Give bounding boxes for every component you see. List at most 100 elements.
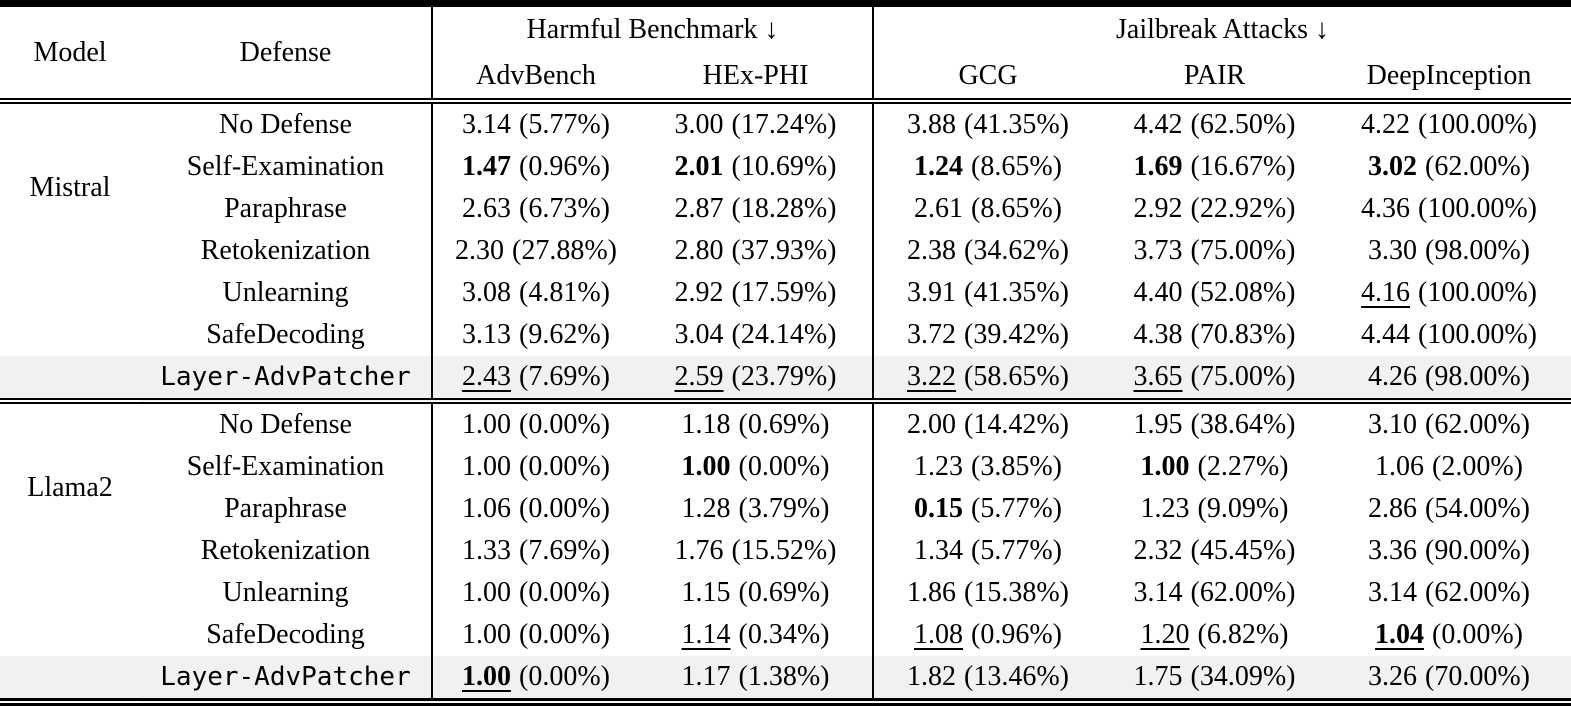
score-percent: (0.34%) [738,619,830,650]
metric-cell: 2.87 (18.28%) [639,188,873,230]
score-value: 3.13 [462,319,511,350]
score-value: 1.23 [1140,493,1190,524]
metric-cell: 2.92 (22.92%) [1102,188,1327,230]
score-percent: (0.00%) [738,451,830,482]
metric-cell: 1.34 (5.77%) [872,530,1103,572]
defense-name: No Defense [219,409,352,440]
score-value: 2.30 [455,235,504,266]
score-percent: (4.81%) [519,277,610,308]
metric-cell: 3.72 (39.42%) [872,314,1103,356]
defense-name: Layer-AdvPatcher [140,356,432,404]
score-value: 3.14 [462,109,511,140]
score-value: 4.38 [1133,319,1183,350]
score-value: 4.42 [1133,109,1183,140]
score-value: 3.22 [907,361,957,392]
metric-cell: 3.88 (41.35%) [872,101,1103,146]
score-percent: (7.69%) [519,361,610,392]
metric-cell: 2.43 (7.69%) [431,356,639,404]
metric-cell: 1.15 (0.69%) [639,572,873,614]
table-row: Self-Examination 1.00 (0.00%) 1.00 (0.00%) 1.… [0,446,1571,488]
score-percent: (75.00%) [1190,361,1296,392]
score-value: 1.15 [681,577,731,608]
score-percent: (54.00%) [1425,493,1531,524]
score-value: 1.18 [681,409,731,440]
score-value: 1.95 [1133,409,1183,440]
score-percent: (13.46%) [964,661,1069,692]
metric-cell: 3.36 (90.00%) [1327,530,1571,572]
score-value: 2.01 [674,151,724,182]
score-percent: (62.00%) [1425,577,1531,608]
table-header: Model Defense Harmful Benchmark ↓ Jailbr… [0,3,1571,104]
score-value: 1.17 [681,661,731,692]
metric-cell: 1.69 (16.67%) [1102,146,1327,188]
table-row: Mistral No Defense 3.14 (5.77%) 3.00 (17.24%)… [0,101,1571,404]
score-value: 1.69 [1133,151,1183,182]
table-row: Unlearning 1.00 (0.00%) 1.15 (0.69%) 1.86 (15.… [0,572,1571,614]
defense-name: SafeDecoding [206,319,365,350]
score-value: 1.28 [681,493,731,524]
defense-name: SafeDecoding [206,619,365,650]
score-percent: (7.69%) [519,535,610,566]
score-value: 2.43 [462,361,511,392]
score-value: 3.65 [1133,361,1183,392]
score-percent: (62.50%) [1190,109,1296,140]
header-group-row: Model Defense Harmful Benchmark ↓ Jailbr… [0,3,1571,104]
score-percent: (70.83%) [1190,319,1296,350]
metric-cell: 1.00 (0.00%) [431,656,639,702]
model-label-cell: Mistral [0,101,140,404]
score-value: 1.00 [681,451,731,482]
score-percent: (5.77%) [971,493,1062,524]
score-value: 2.80 [674,235,724,266]
defense-name: Unlearning [222,577,349,608]
score-value: 2.92 [674,277,724,308]
score-percent: (0.00%) [519,661,610,692]
metric-cell: 3.08 (4.81%) [431,272,639,314]
defense-name: Retokenization [200,535,371,566]
score-percent: (100.00%) [1418,319,1538,350]
score-percent: (0.00%) [1432,619,1524,650]
score-value: 4.40 [1133,277,1183,308]
score-value: 2.63 [462,193,511,224]
header-col-gcg: GCG [872,53,1103,104]
score-value: 3.88 [907,109,957,140]
score-percent: (9.09%) [1197,493,1289,524]
header-group-harmful-benchmark: Harmful Benchmark ↓ [430,3,874,53]
metric-cell: 3.00 (17.24%) [639,101,873,146]
metric-cell: 2.86 (54.00%) [1327,488,1571,530]
score-percent: (62.00%) [1425,151,1531,182]
score-percent: (90.00%) [1425,535,1531,566]
score-percent: (0.00%) [519,577,610,608]
score-value: 2.92 [1133,193,1183,224]
table-row: SafeDecoding 3.13 (9.62%) 3.04 (24.14%) 3.72(… [0,314,1571,356]
score-value: 1.08 [914,619,964,650]
score-value: 1.14 [681,619,731,650]
score-percent: (18.28%) [731,193,837,224]
score-percent: (3.85%) [971,451,1062,482]
score-percent: (23.79%) [731,361,837,392]
score-value: 2.87 [674,193,724,224]
score-percent: (62.00%) [1425,409,1531,440]
score-percent: (14.42%) [964,409,1069,440]
score-value: 0.15 [914,493,964,524]
score-value: 1.00 [462,661,511,692]
metric-cell: 1.23 (9.09%) [1102,488,1327,530]
table-row: Layer-AdvPatcher 2.43 (7.69%) 2.59 (23.79%) 3… [0,356,1571,404]
score-percent: (0.00%) [519,619,610,650]
metric-cell: 1.82 (13.46%) [872,656,1103,702]
metric-cell: 3.14 (62.00%) [1102,572,1327,614]
defense-name: Unlearning [222,277,349,308]
score-value: 3.14 [1133,577,1183,608]
score-value: 3.36 [1368,535,1418,566]
score-value: 4.26 [1368,361,1418,392]
score-percent: (39.42%) [964,319,1069,350]
defense-name: Paraphrase [224,193,347,224]
table-row: SafeDecoding 1.00 (0.00%) 1.14 (0.34%) 1.08 (0… [0,614,1571,656]
metric-cell: 1.20 (6.82%) [1102,614,1327,656]
score-percent: (58.65%) [964,361,1069,392]
score-value: 1.24 [914,151,964,182]
score-percent: (15.52%) [731,535,837,566]
metric-cell: 3.14 (62.00%) [1327,572,1571,614]
score-value: 1.04 [1375,619,1425,650]
table-row: Llama2 No Defense 1.00 (0.00%) 1.18 (0.69%) 2.… [0,401,1571,702]
